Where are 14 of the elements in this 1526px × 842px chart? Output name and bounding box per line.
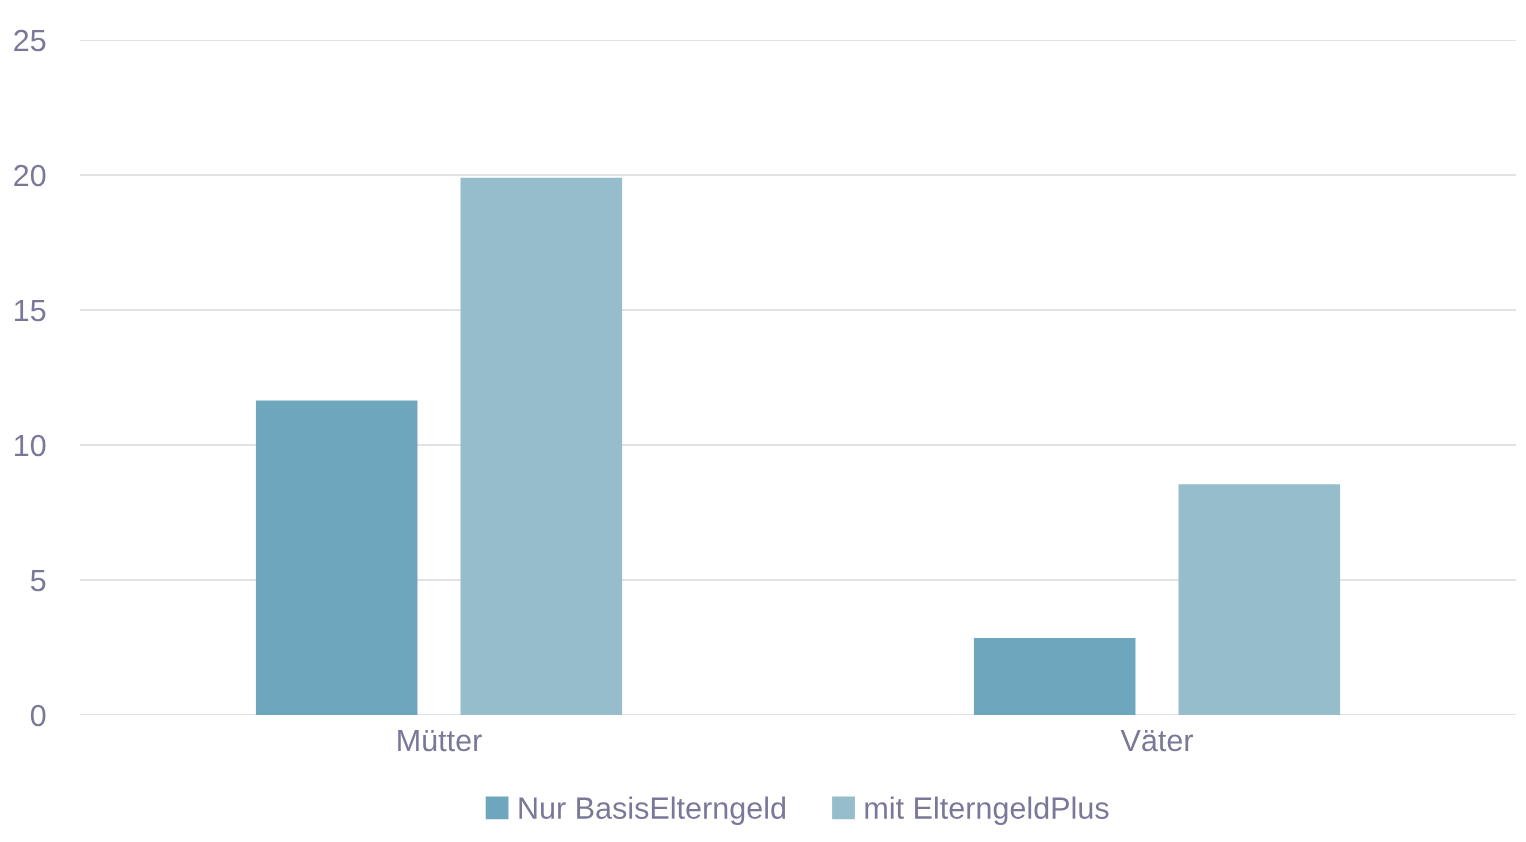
y-tick-label: 15: [15, 300, 46, 322]
y-tick-label: 25: [14, 29, 46, 52]
y-tick-label: 20: [14, 164, 46, 187]
bar: [460, 177, 623, 715]
bar: [973, 638, 1136, 715]
bar: [255, 400, 418, 715]
y-tick-label: 10: [15, 434, 46, 457]
legend-label: Nur BasisElterngeld: [519, 796, 786, 825]
x-tick-label: Mütter: [398, 730, 482, 752]
x-tick-label: Väter: [1120, 730, 1194, 752]
legend-label: mit ElterngeldPlus: [865, 796, 1109, 825]
bar: [1178, 484, 1341, 715]
y-tick-label: 0: [30, 704, 46, 727]
y-tick-label: 5: [30, 570, 46, 592]
